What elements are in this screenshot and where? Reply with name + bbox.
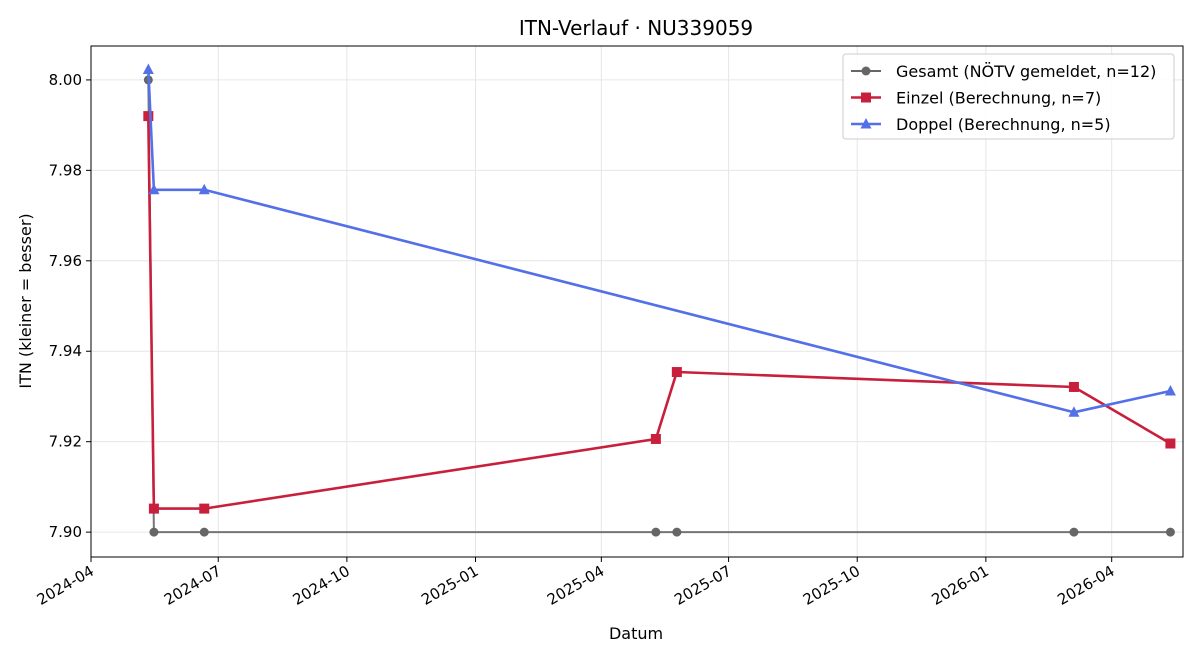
data-point — [148, 503, 159, 514]
x-axis-title: Datum — [609, 624, 663, 643]
x-tick-label: 2025-04 — [544, 562, 607, 609]
data-point — [1069, 527, 1079, 537]
legend-label: Einzel (Berechnung, n=7) — [896, 89, 1101, 108]
data-point — [149, 527, 159, 537]
series-line — [147, 116, 1172, 510]
y-tick-label: 7.90 — [49, 523, 82, 541]
data-point — [672, 527, 682, 537]
legend-item-doppel: Doppel (Berechnung, n=5) — [851, 115, 1111, 134]
series-layer — [142, 63, 1176, 537]
y-tick-label: 7.98 — [49, 161, 82, 179]
x-tick-label: 2026-04 — [1054, 562, 1117, 609]
data-point — [651, 527, 661, 537]
x-tick-label: 2024-10 — [290, 562, 353, 609]
x-tick-label: 2026-01 — [929, 562, 992, 609]
series-einzel — [143, 111, 1176, 514]
legend-item-einzel: Einzel (Berechnung, n=7) — [851, 89, 1101, 108]
legend-label: Doppel (Berechnung, n=5) — [896, 115, 1111, 134]
legend-marker — [861, 66, 871, 76]
data-point — [671, 367, 682, 378]
legend-item-gesamt: Gesamt (NÖTV gemeldet, n=12) — [851, 62, 1156, 81]
y-tick-label: 7.94 — [49, 342, 82, 360]
x-tick-label: 2025-01 — [418, 562, 481, 609]
y-tick-label: 8.00 — [49, 71, 82, 89]
y-tick-label: 7.92 — [49, 433, 82, 451]
data-point — [650, 433, 661, 444]
legend-box — [842, 53, 1175, 140]
y-axis: 7.90 7.92 7.94 7.96 7.98 8.00 — [49, 71, 91, 541]
y-tick-label: 7.96 — [49, 252, 82, 270]
x-tick-label: 2025-07 — [671, 562, 734, 609]
data-point — [143, 111, 154, 122]
data-point — [148, 183, 160, 195]
legend-label: Gesamt (NÖTV gemeldet, n=12) — [896, 62, 1156, 81]
x-axis: 2024-04 2024-07 2024-10 2025-01 2025-04 2025-… — [34, 557, 1118, 609]
data-point — [199, 503, 210, 514]
data-point — [1068, 381, 1079, 392]
data-point — [1068, 406, 1080, 417]
data-point — [1165, 438, 1176, 449]
data-point — [1165, 527, 1175, 537]
x-tick-label: 2024-04 — [34, 562, 97, 609]
data-point — [199, 527, 209, 537]
x-tick-label: 2025-10 — [800, 562, 863, 609]
legend: Gesamt (NÖTV gemeldet, n=12) Einzel (Bere… — [842, 53, 1175, 140]
data-point — [142, 63, 154, 75]
data-point — [1164, 385, 1176, 396]
y-axis-title: ITN (kleiner = besser) — [16, 213, 35, 388]
plot-frame — [90, 45, 1184, 558]
legend-marker — [860, 118, 872, 129]
legend-marker — [861, 92, 871, 103]
series-doppel — [142, 63, 1176, 417]
chart-title: ITN-Verlauf · NU339059 — [519, 16, 753, 40]
data-point — [198, 183, 210, 195]
series-gesamt — [143, 75, 1175, 537]
x-tick-label: 2024-07 — [161, 562, 224, 609]
